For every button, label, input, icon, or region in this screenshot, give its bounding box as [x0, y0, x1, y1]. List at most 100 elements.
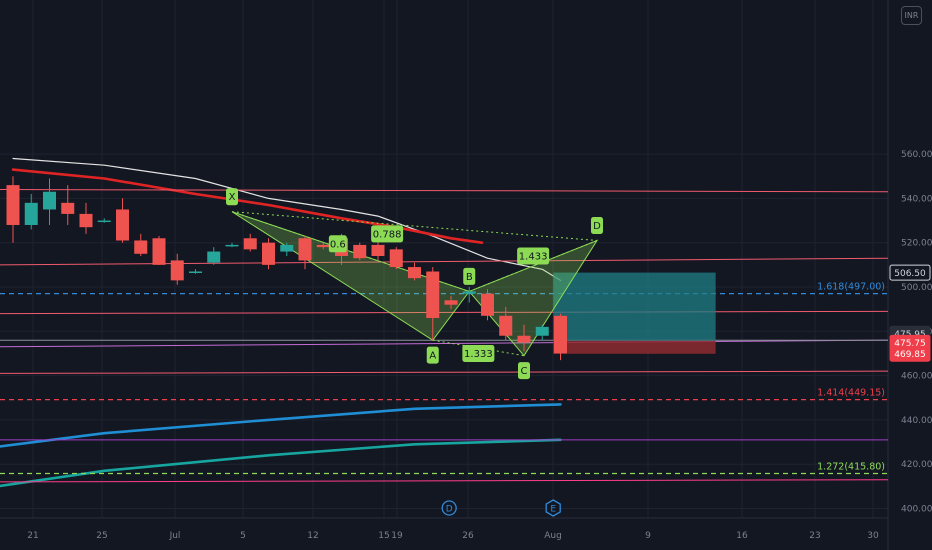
pattern-ratio-badge [371, 225, 404, 243]
horizontal-line[interactable] [0, 479, 889, 483]
pattern-ratio-label-hidden: 0.6 [330, 239, 346, 250]
horizontal-line[interactable] [0, 189, 889, 193]
candle-body [225, 244, 239, 247]
candle-body [426, 271, 440, 319]
fib-level-label: 1.414(449.15) [817, 388, 885, 399]
moving-average-line [0, 403, 562, 448]
pattern-ratio-badge-hidden [328, 235, 347, 253]
pattern-ratio-badge [462, 344, 495, 362]
fib-level-label: 1.272(415.80) [817, 462, 885, 473]
candle-body [79, 213, 93, 228]
horizontal-line[interactable] [0, 310, 889, 315]
x-axis: 21 25 Jul 5 12 15 19 26 Aug 9 16 23 30 [27, 531, 879, 541]
candle-body [116, 209, 129, 241]
candle-body [462, 291, 476, 294]
moving-average-line [11, 168, 484, 244]
candle-body [243, 238, 257, 250]
candle-body [353, 244, 367, 259]
y-tick-label: 460.00 [901, 372, 932, 382]
grid-lines [0, 0, 889, 550]
pattern-point-label: B [466, 272, 473, 283]
event-marker-label: D [446, 505, 453, 515]
pattern-point-x [226, 188, 238, 206]
pattern-points: X A B C D 0.788 1.433 1.333 0.6 [226, 188, 603, 380]
pattern-ratio-label: 1.433 [519, 251, 548, 262]
candle-body [170, 260, 184, 281]
pattern-point-label: X [229, 192, 236, 203]
candle-body [24, 202, 38, 225]
x-tick-label: 9 [645, 531, 651, 541]
candle-body [207, 251, 221, 263]
x-tick-label: Jul [169, 531, 181, 541]
pattern-point-b [463, 267, 476, 285]
candle-body [408, 267, 421, 279]
horizontal-line[interactable] [0, 339, 889, 348]
candle-body [262, 242, 275, 265]
price-tag [889, 345, 931, 362]
candle-body [152, 238, 166, 265]
pattern-point-a [426, 346, 439, 364]
x-tick-label: 16 [736, 531, 748, 541]
moving-average-line [12, 157, 562, 281]
horizontal-line[interactable] [0, 257, 889, 266]
candle-body [280, 244, 294, 252]
y-tick-label: 560.00 [901, 150, 932, 160]
stop-zone[interactable] [553, 340, 716, 354]
event-marker-label: E [550, 505, 556, 515]
horizontal-lines[interactable] [0, 189, 889, 483]
pattern-ratio-label: 1.333 [464, 349, 493, 360]
candle-body [517, 335, 531, 343]
position-box[interactable] [553, 272, 716, 354]
pattern-point-label: D [593, 221, 601, 232]
x-tick-label: 26 [462, 531, 474, 541]
dividend-event-marker[interactable] [441, 500, 457, 516]
candle-body [61, 202, 75, 214]
pattern-point-label: C [521, 366, 528, 377]
fib-level-label: 1.618(497.00) [817, 282, 885, 293]
candle-body [535, 326, 549, 336]
candle-body [554, 315, 567, 354]
y-tick-label: 420.00 [901, 460, 932, 470]
earnings-event-marker[interactable] [545, 499, 561, 517]
candle-body [371, 244, 385, 256]
x-tick-label: Aug [544, 531, 562, 541]
x-tick-label: 19 [391, 531, 403, 541]
pattern-point-c [518, 362, 530, 380]
x-tick-label: 25 [96, 531, 107, 541]
price-tag-label: 469.85 [894, 350, 926, 360]
price-tag-label: 475.75 [894, 339, 926, 349]
xd-ratio-line [231, 211, 598, 241]
candle-body [316, 244, 330, 248]
moving-average-line [0, 438, 562, 488]
price-tag [889, 264, 931, 281]
candle-body [499, 315, 513, 336]
horizontal-line[interactable] [0, 370, 889, 374]
currency-button[interactable]: INR [901, 6, 922, 25]
candle-body [481, 293, 494, 316]
fibonacci-levels[interactable]: 1.618(497.00) 1.414(449.15) 1.272(415.80) [0, 282, 888, 475]
candle-body [43, 191, 56, 210]
y-tick-label: 540.00 [901, 194, 932, 204]
pattern-ratio-label: 0.788 [373, 229, 402, 240]
candle-body [444, 300, 458, 305]
candle-body [389, 249, 403, 268]
pattern-point-d [591, 216, 603, 234]
x-tick-label: 30 [867, 531, 879, 541]
xb-ratio-line [231, 211, 470, 292]
candle-body [134, 240, 148, 254]
x-tick-label: 21 [27, 531, 38, 541]
y-tick-label: 440.00 [901, 416, 932, 426]
target-zone[interactable] [553, 272, 716, 341]
x-tick-label: 15 [378, 531, 389, 541]
candle-body [6, 185, 20, 225]
x-tick-label: 5 [240, 531, 246, 541]
moving-averages [0, 157, 562, 488]
pattern-ratio-badge [517, 247, 550, 265]
y-tick-label: 520.00 [901, 239, 932, 249]
x-tick-label: 12 [307, 531, 318, 541]
y-tick-label: 400.00 [901, 505, 932, 515]
pattern-point-label: A [429, 351, 436, 362]
